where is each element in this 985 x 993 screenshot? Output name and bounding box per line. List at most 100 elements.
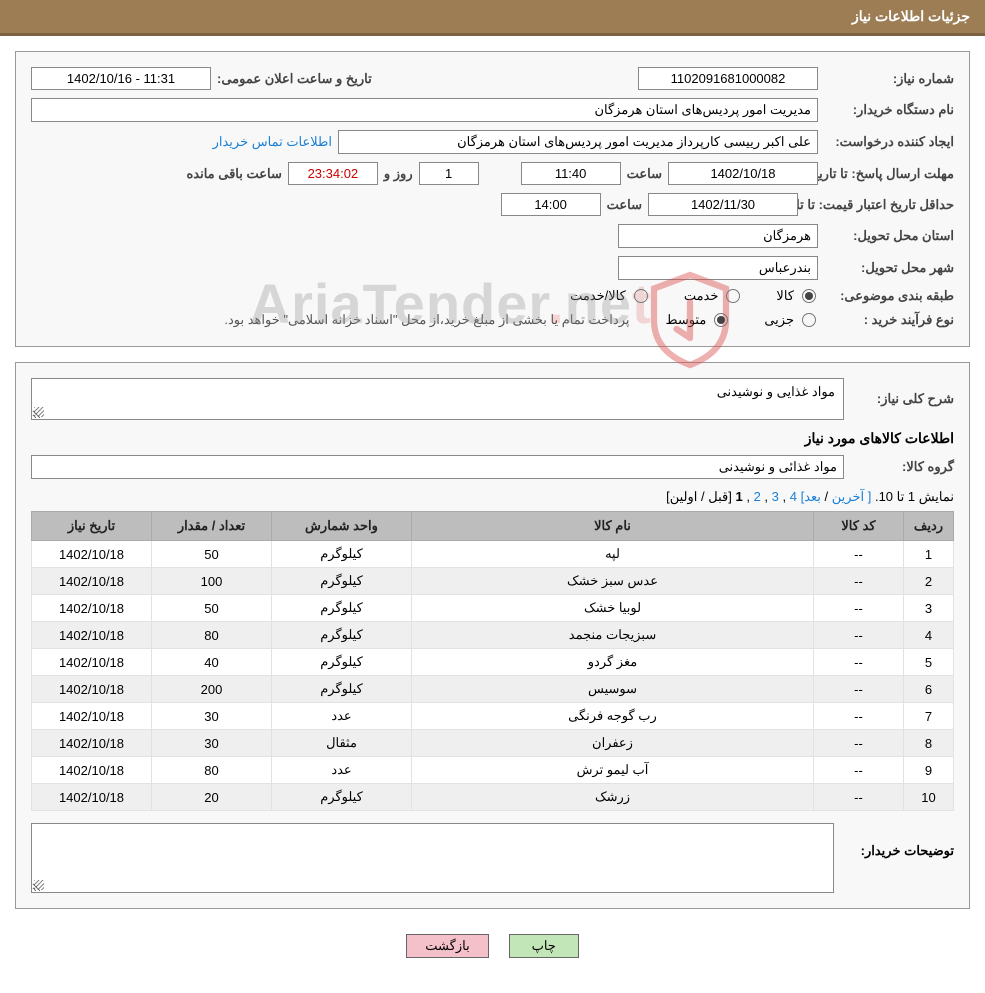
cell-row: 2 [904,568,954,595]
label-days-and: روز و [384,166,413,182]
radio-service[interactable] [726,289,740,303]
field-buyer-org: مدیریت امور پردیس‌های استان هرمزگان [31,98,818,122]
th-date: تاریخ نیاز [32,512,152,541]
print-button[interactable]: چاپ [509,934,579,958]
cell-unit: کیلوگرم [272,568,412,595]
cell-row: 7 [904,703,954,730]
cell-code: -- [814,730,904,757]
resize-handle-icon[interactable] [34,880,44,890]
info-panel: شماره نیاز: 1102091681000082 تاریخ و ساع… [15,51,970,347]
label-deadline: مهلت ارسال پاسخ: تا تاریخ: [824,166,954,182]
cell-qty: 50 [152,595,272,622]
label-hour-1: ساعت [627,166,662,182]
cell-date: 1402/10/18 [32,757,152,784]
label-opt-goods-service: کالا/خدمت [570,288,626,304]
cell-row: 4 [904,622,954,649]
cell-row: 9 [904,757,954,784]
label-announce-datetime: تاریخ و ساعت اعلان عمومی: [217,71,372,87]
textarea-need-desc[interactable]: مواد غذایی و نوشیدنی [31,378,844,420]
cell-name: رب گوجه فرنگی [412,703,814,730]
resize-handle-icon[interactable] [34,407,44,417]
pager-page-4[interactable]: 4 [790,489,797,504]
label-opt-minor: جزیی [764,312,794,328]
cell-date: 1402/10/18 [32,730,152,757]
cell-code: -- [814,649,904,676]
field-deadline-hour: 11:40 [521,162,621,185]
field-deadline-date: 1402/10/18 [668,162,818,185]
pager-last[interactable]: [ آخرین [832,489,872,504]
cell-code: -- [814,757,904,784]
table-row: 2--عدس سبز خشککیلوگرم1001402/10/18 [32,568,954,595]
radio-goods[interactable] [802,289,816,303]
th-name: نام کالا [412,512,814,541]
field-remaining-days: 1 [419,162,479,185]
th-code: کد کالا [814,512,904,541]
pager-page-2[interactable]: 2 [754,489,761,504]
cell-code: -- [814,595,904,622]
th-unit: واحد شمارش [272,512,412,541]
cell-date: 1402/10/18 [32,703,152,730]
cell-code: -- [814,676,904,703]
cell-unit: کیلوگرم [272,595,412,622]
cell-unit: کیلوگرم [272,784,412,811]
cell-row: 8 [904,730,954,757]
pager: نمایش 1 تا 10. [ آخرین / بعد] 4 , 3 , 2 … [31,489,954,505]
field-province: هرمزگان [618,224,818,248]
cell-row: 1 [904,541,954,568]
field-announce-datetime: 1402/10/16 - 11:31 [31,67,211,90]
cell-date: 1402/10/18 [32,568,152,595]
field-remaining-time: 23:34:02 [288,162,378,185]
label-goods-group: گروه کالا: [854,459,954,475]
th-qty: تعداد / مقدار [152,512,272,541]
cell-name: سوسیس [412,676,814,703]
label-opt-medium: متوسط [665,312,706,328]
radio-minor[interactable] [802,313,816,327]
textarea-buyer-notes[interactable] [31,823,834,893]
label-purchase-type: نوع فرآیند خرید : [824,312,954,328]
cell-code: -- [814,568,904,595]
link-buyer-contact[interactable]: اطلاعات تماس خریدار [213,134,332,150]
cell-date: 1402/10/18 [32,541,152,568]
cell-row: 3 [904,595,954,622]
cell-qty: 20 [152,784,272,811]
page-header: جزئیات اطلاعات نیاز [0,0,985,36]
label-need-number: شماره نیاز: [824,71,954,87]
label-subject-class: طبقه بندی موضوعی: [824,288,954,304]
cell-qty: 200 [152,676,272,703]
goods-table: ردیف کد کالا نام کالا واحد شمارش تعداد /… [31,511,954,811]
radio-goods-service[interactable] [634,289,648,303]
field-request-creator: علی اکبر رییسی کارپرداز مدیریت امور پردی… [338,130,818,154]
label-price-validity: حداقل تاریخ اعتبار قیمت: تا تاریخ: [804,197,954,213]
cell-row: 10 [904,784,954,811]
th-row: ردیف [904,512,954,541]
field-price-validity-date: 1402/11/30 [648,193,798,216]
cell-name: لوبیا خشک [412,595,814,622]
pager-prev-first: [قبل / اولین] [666,489,732,504]
cell-unit: مثقال [272,730,412,757]
field-price-validity-hour: 14:00 [501,193,601,216]
label-buyer-org: نام دستگاه خریدار: [824,102,954,118]
label-hour-2: ساعت [607,197,642,213]
table-row: 9--آب لیمو ترشعدد801402/10/18 [32,757,954,784]
label-need-desc: شرح کلی نیاز: [854,391,954,407]
back-button[interactable]: بازگشت [406,934,488,958]
cell-date: 1402/10/18 [32,595,152,622]
radio-medium[interactable] [714,313,728,327]
cell-name: زرشک [412,784,814,811]
cell-qty: 30 [152,703,272,730]
cell-unit: عدد [272,703,412,730]
label-city: شهر محل تحویل: [824,260,954,276]
cell-name: آب لیمو ترش [412,757,814,784]
field-city: بندرعباس [618,256,818,280]
cell-qty: 50 [152,541,272,568]
cell-code: -- [814,541,904,568]
cell-row: 6 [904,676,954,703]
page-title: جزئیات اطلاعات نیاز [852,8,970,24]
pager-next[interactable]: بعد] [797,489,821,504]
label-opt-service: خدمت [684,288,719,304]
cell-code: -- [814,622,904,649]
table-row: 4--سبزیجات منجمدکیلوگرم801402/10/18 [32,622,954,649]
cell-qty: 30 [152,730,272,757]
pager-page-3[interactable]: 3 [772,489,779,504]
cell-date: 1402/10/18 [32,784,152,811]
